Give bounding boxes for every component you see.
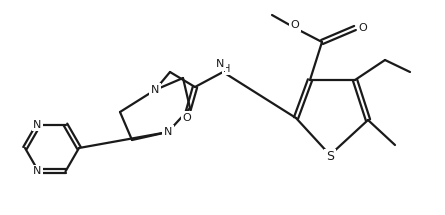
Text: S: S bbox=[326, 150, 334, 163]
Text: N: N bbox=[164, 127, 172, 137]
Text: N: N bbox=[216, 59, 224, 69]
Text: N: N bbox=[33, 166, 42, 176]
Text: O: O bbox=[291, 20, 299, 30]
Text: N: N bbox=[33, 120, 42, 130]
Text: O: O bbox=[359, 23, 368, 33]
Text: H: H bbox=[223, 64, 231, 74]
Text: N: N bbox=[151, 85, 159, 95]
Text: O: O bbox=[182, 113, 191, 123]
